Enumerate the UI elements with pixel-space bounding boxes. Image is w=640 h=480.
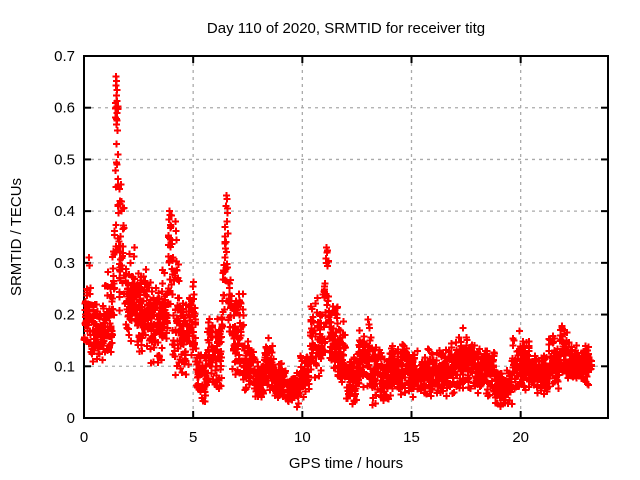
x-tick-labels: 0 5 10 15 20 xyxy=(80,429,529,446)
y-tick-label: 0.2 xyxy=(54,307,75,324)
x-tick-label: 15 xyxy=(403,429,420,446)
y-tick-label: 0.4 xyxy=(54,203,75,220)
x-axis-label: GPS time / hours xyxy=(289,455,403,472)
x-tick-label: 10 xyxy=(294,429,311,446)
y-tick-labels: 0 0.1 0.2 0.3 0.4 0.5 0.6 0.7 xyxy=(54,48,75,427)
plot-border xyxy=(83,55,609,419)
y-tick-label: 0.3 xyxy=(54,255,75,272)
x-tick-label: 0 xyxy=(80,429,88,446)
y-tick-label: 0.1 xyxy=(54,358,75,375)
chart-title: Day 110 of 2020, SRMTID for receiver tit… xyxy=(207,20,485,37)
x-tick-label: 5 xyxy=(189,429,197,446)
scatter-points-series xyxy=(80,73,595,411)
x-tick-label: 20 xyxy=(512,429,529,446)
y-tick-label: 0.5 xyxy=(54,151,75,168)
y-tick-label: 0.6 xyxy=(54,100,75,117)
y-tick-label: 0 xyxy=(67,410,75,427)
y-axis-label: SRMTID / TECUs xyxy=(8,178,25,296)
y-tick-label: 0.7 xyxy=(54,48,75,65)
